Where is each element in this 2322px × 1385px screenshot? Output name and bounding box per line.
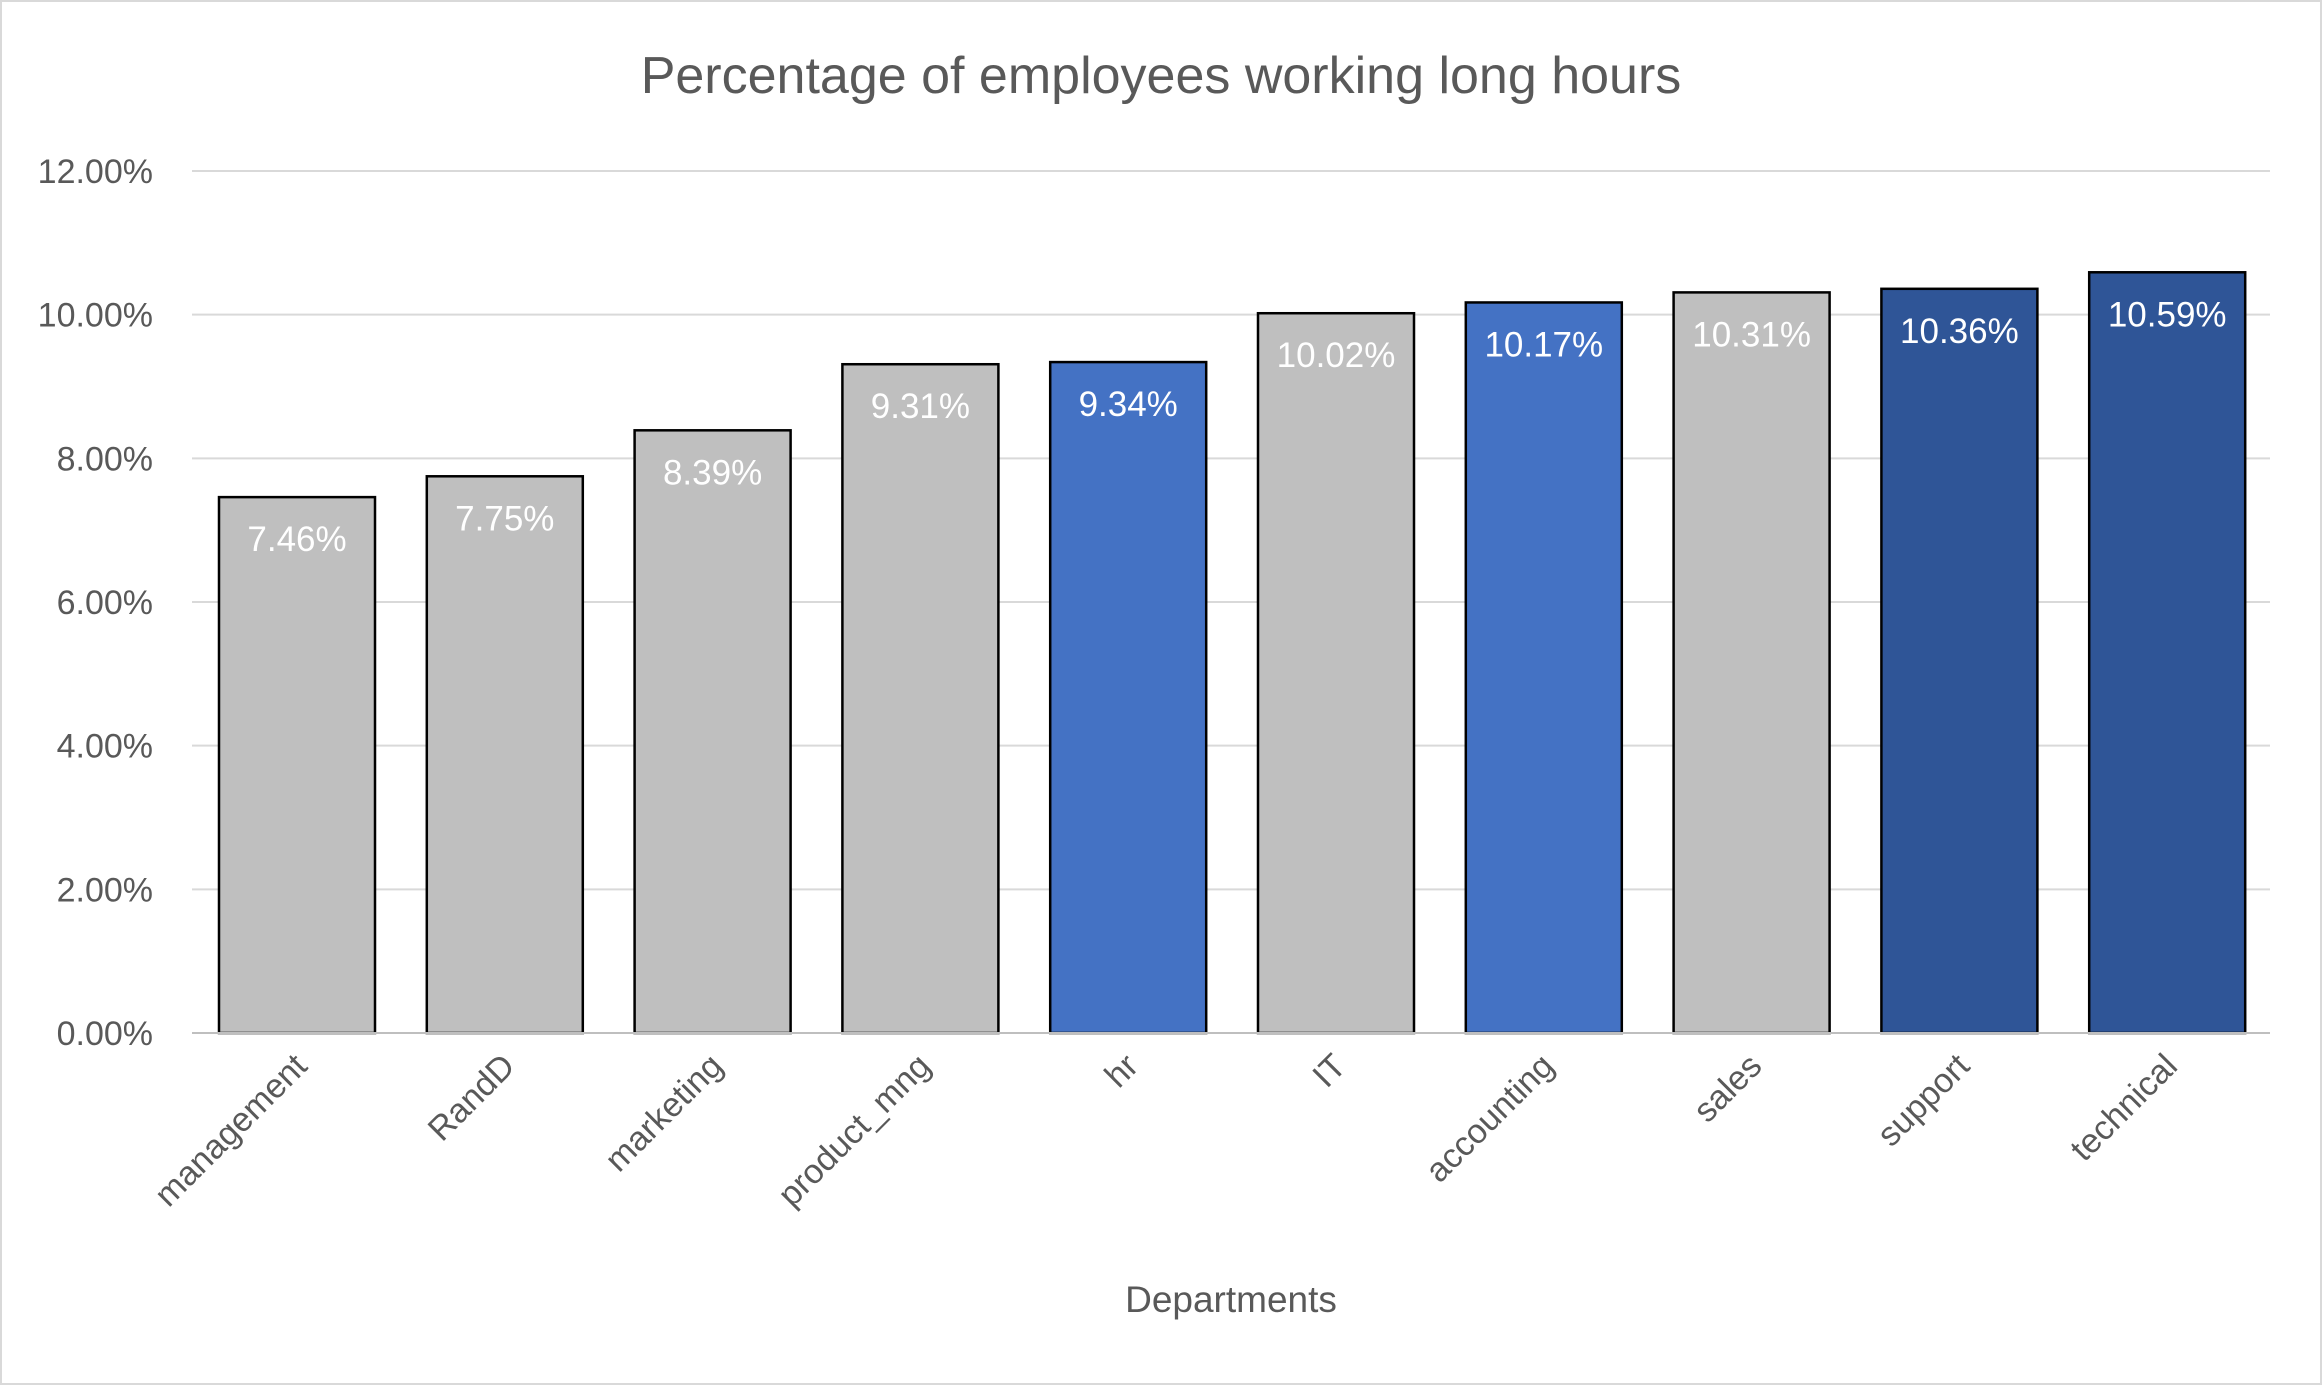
y-tick-label: 0.00% — [57, 1015, 153, 1053]
category-label-sales: sales — [1686, 1047, 1769, 1130]
bar-technical — [2087, 271, 2247, 1035]
data-label-technical: 10.59% — [2108, 295, 2227, 334]
category-label-management: management — [147, 1046, 315, 1214]
category-label-technical: technical — [2063, 1047, 2185, 1169]
data-label-accounting: 10.17% — [1484, 325, 1603, 364]
data-label-hr: 9.34% — [1079, 385, 1178, 424]
category-label-RandD: RandD — [421, 1047, 523, 1149]
x-axis-categories: management RandD marketing product_mng hr IT a… — [147, 1046, 2184, 1214]
data-label-RandD: 7.75% — [455, 499, 554, 538]
y-tick-label: 10.00% — [38, 297, 153, 335]
data-label-product_mng: 9.31% — [871, 387, 970, 426]
data-label-marketing: 8.39% — [663, 453, 762, 492]
category-label-product_mng: product_mng — [771, 1047, 938, 1214]
category-label-hr: hr — [1098, 1047, 1146, 1095]
category-label-IT: IT — [1305, 1047, 1353, 1095]
y-tick-label: 12.00% — [38, 153, 153, 191]
data-label-management: 7.46% — [247, 520, 346, 559]
bar-marketing — [633, 429, 792, 1035]
category-label-accounting: accounting — [1418, 1047, 1561, 1190]
y-tick-label: 4.00% — [57, 728, 153, 766]
bar-RandD — [425, 475, 585, 1035]
y-tick-label: 2.00% — [57, 871, 153, 909]
y-tick-label: 8.00% — [57, 440, 153, 478]
y-tick-label: 6.00% — [57, 584, 153, 622]
bar-product_mng — [841, 362, 1000, 1035]
chart-title: Percentage of employees working long hou… — [641, 47, 1682, 105]
category-label-support: support — [1870, 1046, 1977, 1153]
bars — [217, 271, 2247, 1035]
bar-management — [217, 495, 377, 1035]
y-axis-ticks: 0.00% 2.00% 4.00% 6.00% 8.00% 10.00% 12.00% — [38, 153, 153, 1053]
data-labels: 7.46% 7.75% 8.39% 9.31% 9.34% 10.02% 10.17% 10.… — [247, 295, 2226, 559]
bar-IT — [1256, 311, 1416, 1035]
bar-support — [1880, 287, 2039, 1035]
data-label-support: 10.36% — [1900, 312, 2019, 351]
x-axis-title: Departments — [1125, 1279, 1337, 1320]
data-label-IT: 10.02% — [1277, 336, 1396, 375]
data-label-sales: 10.31% — [1692, 315, 1811, 354]
category-label-marketing: marketing — [598, 1047, 730, 1179]
bar-sales — [1672, 291, 1831, 1035]
bar-hr — [1048, 360, 1208, 1035]
bar-accounting — [1464, 301, 1624, 1035]
